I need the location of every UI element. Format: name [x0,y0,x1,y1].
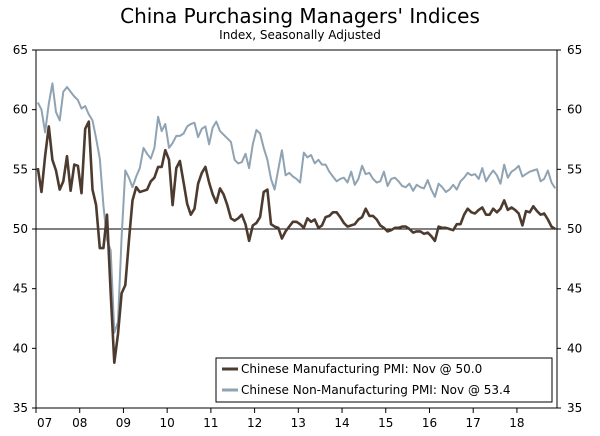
y-axis-right: 35 40 45 50 55 60 65 [557,43,582,415]
y-tick-label-left: 45 [13,282,28,296]
x-tick-label: 09 [116,416,131,430]
y-tick-label-right: 35 [567,401,582,415]
x-axis: 07 08 09 10 11 12 13 14 15 16 17 18 [35,408,525,430]
y-tick-label-right: 45 [567,282,582,296]
x-tick-label: 11 [203,416,218,430]
y-tick-label-left: 60 [13,103,28,117]
y-tick-label-right: 65 [567,43,582,57]
legend: Chinese Manufacturing PMI: Nov @ 50.0 Ch… [215,357,553,403]
x-tick-label: 14 [334,416,349,430]
chart-subtitle: Index, Seasonally Adjusted [219,28,381,42]
x-tick-label: 15 [378,416,393,430]
x-tick-label: 07 [37,416,52,430]
y-tick-label-left: 40 [13,341,28,355]
y-tick-label-left: 35 [13,401,28,415]
y-tick-label-left: 65 [13,43,28,57]
x-tick-label: 18 [509,416,524,430]
y-tick-label-right: 50 [567,222,582,236]
y-tick-label-left: 55 [13,162,28,176]
legend-box [215,357,553,403]
chart-title: China Purchasing Managers' Indices [120,4,480,28]
x-tick-label: 10 [160,416,175,430]
non-manufacturing-pmi-line [36,82,557,334]
legend-label-manufacturing: Chinese Manufacturing PMI: Nov @ 50.0 [241,362,482,376]
y-tick-label-right: 55 [567,162,582,176]
legend-label-non-manufacturing: Chinese Non-Manufacturing PMI: Nov @ 53.… [241,383,510,397]
x-tick-label: 08 [72,416,87,430]
x-tick-label: 16 [422,416,437,430]
y-axis-left: 35 40 45 50 55 60 65 [13,43,36,415]
x-tick-label: 17 [466,416,481,430]
series-group [36,82,557,365]
y-tick-label-right: 60 [567,103,582,117]
y-tick-label-right: 40 [567,341,582,355]
manufacturing-pmi-line [36,120,556,365]
x-tick-label: 13 [291,416,306,430]
x-tick-label: 12 [247,416,262,430]
y-tick-label-left: 50 [13,222,28,236]
